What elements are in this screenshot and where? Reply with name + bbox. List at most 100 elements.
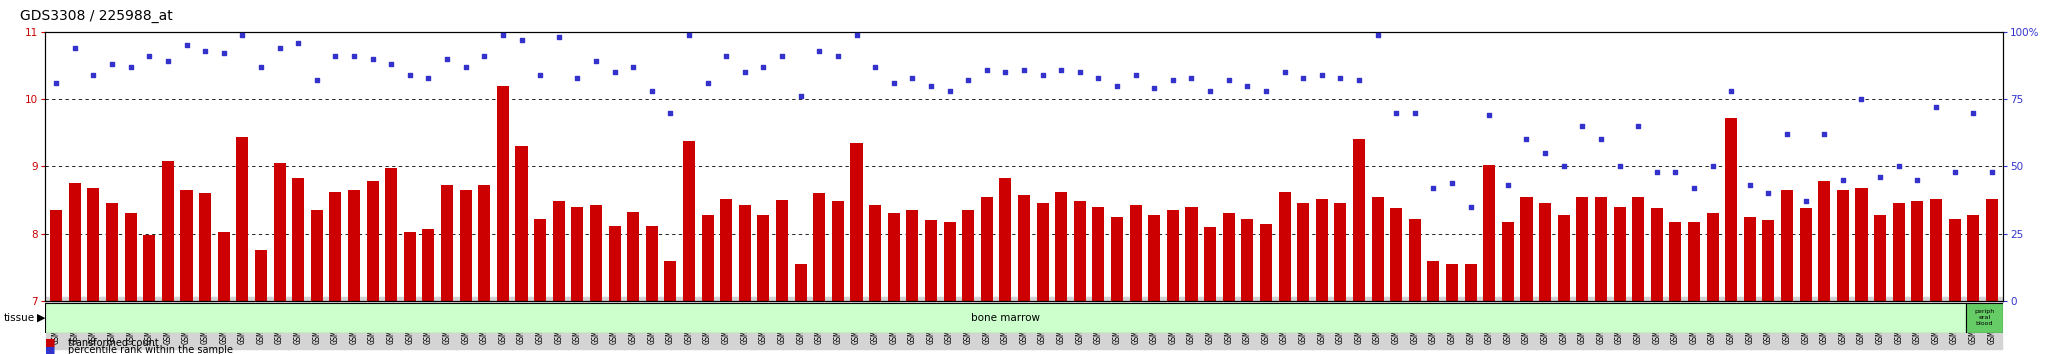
Bar xyxy=(49,210,61,301)
Point xyxy=(1231,83,1264,88)
Bar xyxy=(1446,264,1458,301)
Bar xyxy=(1706,213,1718,301)
Bar xyxy=(944,222,956,301)
Bar xyxy=(664,261,676,301)
Text: transformed count: transformed count xyxy=(68,338,158,348)
Point xyxy=(580,59,612,64)
Point xyxy=(1286,75,1319,80)
Bar xyxy=(1260,224,1272,301)
Text: percentile rank within the sample: percentile rank within the sample xyxy=(68,346,233,354)
Point xyxy=(283,40,315,45)
Bar xyxy=(1782,190,1794,301)
Text: ▶: ▶ xyxy=(37,313,45,323)
Bar xyxy=(330,192,342,301)
Bar xyxy=(1335,204,1346,301)
Bar xyxy=(1092,207,1104,301)
Point xyxy=(375,61,408,67)
Text: ■: ■ xyxy=(45,346,55,354)
Bar xyxy=(1427,261,1440,301)
Bar xyxy=(963,210,975,301)
Bar xyxy=(1186,207,1198,301)
Bar xyxy=(702,215,713,301)
Bar xyxy=(125,213,137,301)
Bar xyxy=(1669,222,1681,301)
Point xyxy=(319,53,352,59)
Text: bone marrow: bone marrow xyxy=(971,313,1040,323)
Bar xyxy=(1724,118,1737,301)
Bar xyxy=(1763,220,1774,301)
Bar xyxy=(850,143,862,301)
Bar xyxy=(776,200,788,301)
Point xyxy=(467,53,500,59)
Bar xyxy=(199,193,211,301)
Bar xyxy=(1800,208,1812,301)
Point xyxy=(264,45,297,51)
Bar xyxy=(1464,264,1477,301)
Bar xyxy=(1354,139,1366,301)
Point xyxy=(133,53,166,59)
Point xyxy=(858,64,891,70)
Point xyxy=(1399,110,1432,115)
Bar xyxy=(1409,219,1421,301)
Bar xyxy=(459,190,471,301)
Bar xyxy=(367,181,379,301)
Bar xyxy=(217,232,229,301)
Point xyxy=(1696,164,1729,169)
Bar xyxy=(1595,196,1608,301)
Point xyxy=(1882,164,1915,169)
Point xyxy=(1157,78,1190,83)
Point xyxy=(1176,75,1208,80)
Bar xyxy=(1130,205,1141,301)
Point xyxy=(1790,199,1823,204)
Point xyxy=(895,75,928,80)
Point xyxy=(748,64,780,70)
Point xyxy=(1901,177,1933,183)
Bar xyxy=(422,229,434,301)
Point xyxy=(1417,185,1450,191)
Point xyxy=(1026,72,1059,78)
Point xyxy=(1640,169,1673,175)
Bar xyxy=(1520,196,1532,301)
Bar xyxy=(1315,199,1327,301)
Bar xyxy=(1948,219,1960,301)
Bar xyxy=(868,205,881,301)
Point xyxy=(524,72,557,78)
Point xyxy=(1677,185,1710,191)
Point xyxy=(1956,110,1989,115)
Point xyxy=(207,51,240,56)
Point xyxy=(1808,131,1841,137)
Bar xyxy=(1073,201,1085,301)
Bar xyxy=(70,183,80,301)
Point xyxy=(915,83,948,88)
Point xyxy=(1733,182,1765,188)
Bar xyxy=(813,193,825,301)
Bar xyxy=(1688,222,1700,301)
Point xyxy=(1937,169,1970,175)
Bar xyxy=(1819,181,1831,301)
Point xyxy=(225,32,258,38)
Point xyxy=(506,37,539,43)
Point xyxy=(1845,96,1878,102)
Point xyxy=(59,45,92,51)
Point xyxy=(1976,169,2009,175)
Point xyxy=(1454,204,1487,210)
Point xyxy=(1509,137,1542,142)
Point xyxy=(430,56,463,62)
Bar xyxy=(254,250,266,301)
Bar xyxy=(1837,190,1849,301)
Bar xyxy=(887,213,899,301)
Text: tissue: tissue xyxy=(4,313,35,323)
Bar xyxy=(608,225,621,301)
Bar xyxy=(535,219,547,301)
Point xyxy=(1772,131,1804,137)
Point xyxy=(39,80,72,86)
Point xyxy=(301,78,334,83)
Bar xyxy=(1632,196,1645,301)
Point xyxy=(692,80,725,86)
Point xyxy=(412,75,444,80)
Point xyxy=(1919,104,1952,110)
Point xyxy=(653,110,686,115)
Bar xyxy=(1036,204,1049,301)
Point xyxy=(821,53,854,59)
Bar xyxy=(1372,196,1384,301)
